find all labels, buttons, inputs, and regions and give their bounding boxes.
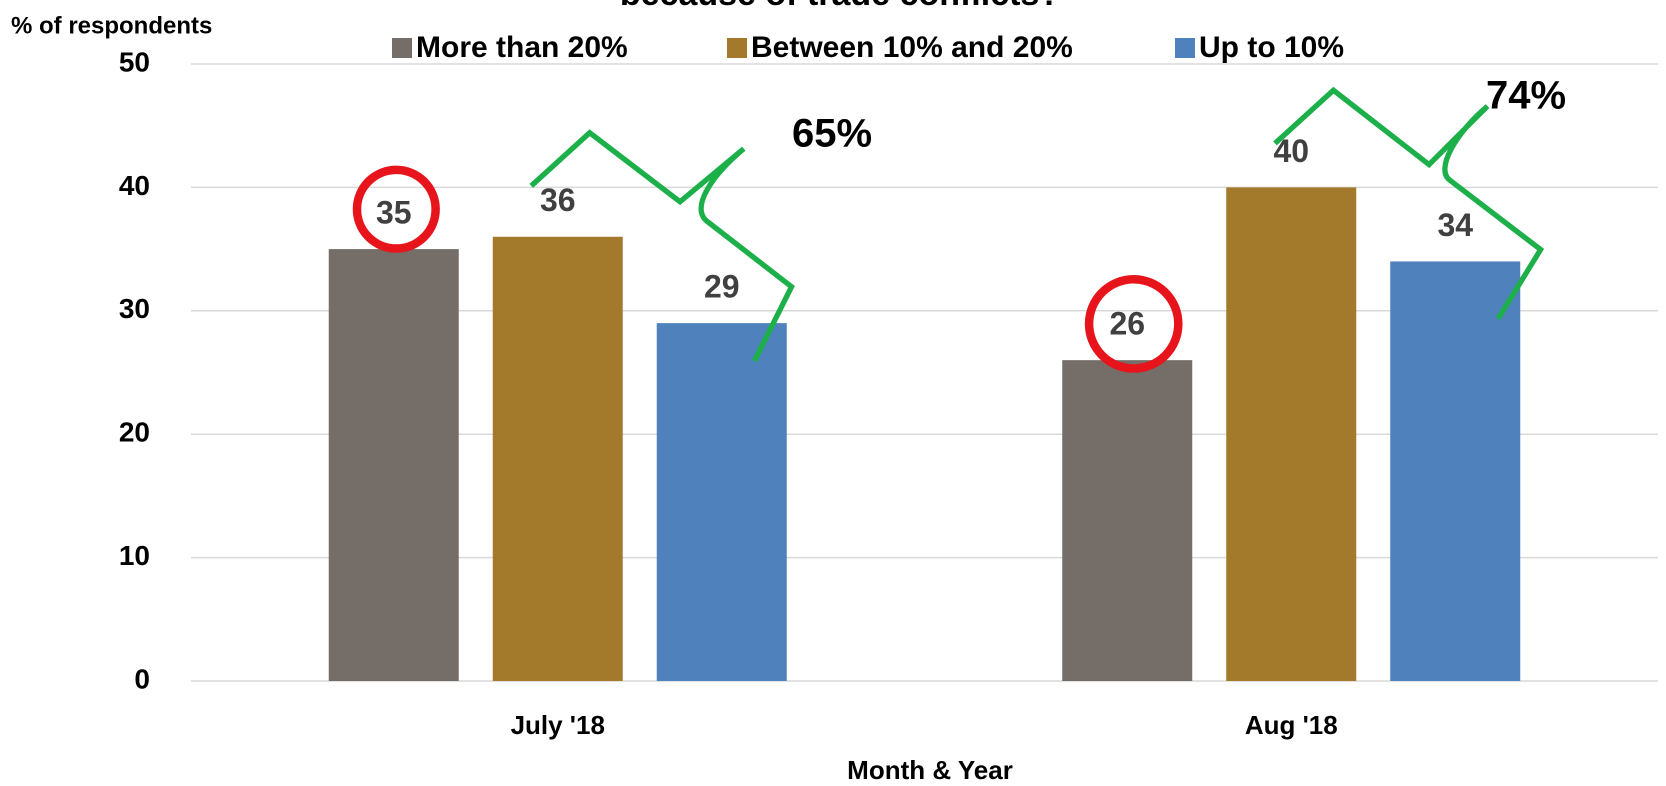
x-tick-label: Aug '18: [1245, 710, 1338, 740]
bar: [1062, 360, 1193, 681]
y-tick-label: 20: [119, 417, 150, 448]
value-label: 26: [1109, 306, 1145, 342]
x-tick-label: July '18: [511, 710, 605, 740]
y-tick-label: 0: [134, 663, 150, 694]
bar: [1390, 261, 1521, 681]
x-axis-label: Month & Year: [847, 755, 1013, 785]
annotation: 74%: [1486, 74, 1566, 118]
value-label: 29: [704, 269, 740, 305]
legend-swatch: [1175, 38, 1195, 58]
y-tick-label: 30: [119, 293, 150, 324]
legend-swatch: [727, 38, 747, 58]
y-tick-label: 10: [119, 540, 150, 571]
value-label: 36: [540, 182, 576, 218]
y-tick-label: 50: [119, 46, 150, 77]
bar: [1226, 187, 1357, 681]
value-label: 34: [1437, 207, 1473, 243]
legend-label: More than 20%: [416, 31, 628, 64]
legend-label: Up to 10%: [1199, 31, 1344, 64]
brace: [529, 129, 795, 363]
chart-title: because of trade conflicts?: [620, 0, 1060, 13]
annotation: 65%: [792, 112, 872, 156]
legend-label: Between 10% and 20%: [751, 31, 1073, 64]
highlight-circle: [352, 165, 440, 253]
y-tick-label: 40: [119, 170, 150, 201]
value-label: 35: [376, 195, 412, 231]
bar: [492, 236, 623, 681]
brace: [1273, 86, 1545, 320]
y-axis-label: % of respondents: [11, 12, 212, 39]
annotation-shapes: [352, 86, 1545, 373]
bar: [328, 249, 459, 681]
legend-swatch: [392, 38, 412, 58]
bar: [656, 323, 787, 681]
highlight-circle: [1084, 275, 1183, 373]
